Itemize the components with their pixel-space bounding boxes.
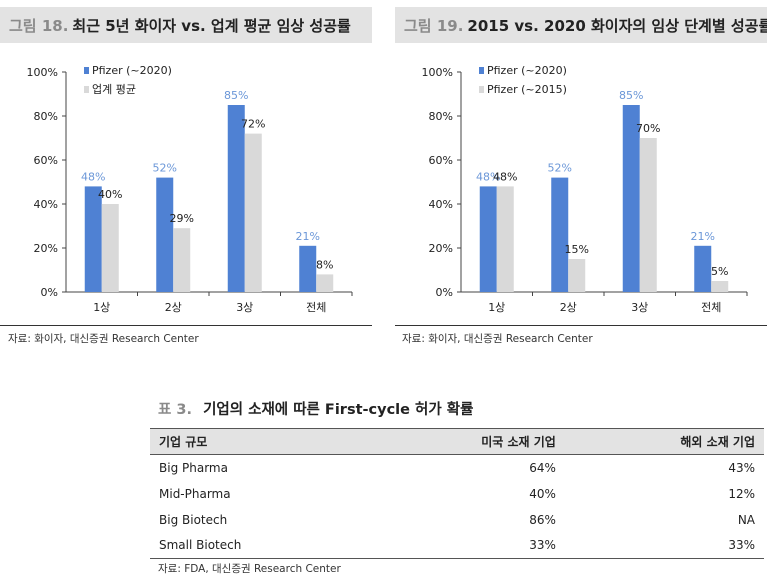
table-header-row: 기업 규모 미국 소재 기업 해외 소재 기업 (150, 428, 764, 455)
data-label: 21% (691, 230, 715, 243)
cell-us: 86% (529, 512, 556, 527)
bar-secondary (316, 274, 334, 292)
header-us-company: 미국 소재 기업 (365, 428, 565, 455)
bar-primary (622, 105, 640, 292)
figure-18-title: 최근 5년 화이자 vs. 업계 평균 임상 성공률 (72, 16, 351, 35)
table-row: Mid-Pharma 40% 12% (150, 481, 764, 507)
cell-company-size: Mid-Pharma (159, 486, 231, 501)
data-label: 70% (636, 122, 660, 135)
cell-company-size: Big Pharma (159, 460, 228, 475)
data-label: 52% (548, 162, 572, 175)
data-label: 52% (153, 162, 177, 175)
legend-label: 업계 평균 (92, 83, 136, 96)
y-tick-label: 0% (41, 286, 58, 299)
y-tick-label: 100% (27, 66, 58, 79)
x-tick-label: 3상 (236, 301, 253, 314)
data-label: 48% (493, 170, 517, 183)
x-tick-label: 2상 (165, 301, 182, 314)
figure-19-title: 2015 vs. 2020 화이자의 임상 단계별 성공률 (467, 16, 767, 35)
y-tick-label: 0% (436, 286, 453, 299)
bar-primary (227, 105, 245, 292)
cell-us: 33% (365, 532, 565, 559)
table-3-title: 기업의 소재에 따른 First-cycle 허가 확률 (203, 402, 474, 418)
data-label: 21% (296, 230, 320, 243)
legend-swatch (479, 67, 484, 74)
table-row: Small Biotech 33% 33% (150, 532, 764, 559)
figure-19-divider (395, 325, 767, 326)
x-tick-label: 1상 (93, 301, 110, 314)
table-3-header: 표 3. 기업의 소재에 따른 First-cycle 허가 확률 (158, 398, 473, 419)
x-tick-label: 전체 (701, 301, 721, 314)
figure-18-header: 그림 18. 최근 5년 화이자 vs. 업계 평균 임상 성공률 (0, 7, 372, 43)
figure-19-source: 자료: 화이자, 대신증권 Research Center (402, 333, 593, 345)
cell-company-size: Small Biotech (150, 532, 366, 559)
bar-secondary (711, 281, 729, 292)
bar-primary (551, 177, 569, 292)
figure-19-chart: 0% 20% 40% 60% 80% 100% 48%48% 1상 52% 15% 2상 85% 70%… (422, 64, 748, 314)
bar-primary (156, 177, 174, 292)
data-label: 48% (81, 170, 105, 183)
figure-18-number: 그림 18. (9, 16, 69, 35)
figure-18-source: 자료: 화이자, 대신증권 Research Center (8, 333, 199, 345)
cell-us: 40% (529, 486, 556, 501)
cell-foreign: 33% (564, 532, 764, 559)
bar-secondary (639, 138, 657, 292)
bar-secondary (173, 228, 191, 292)
legend-swatch (479, 86, 484, 93)
bar-secondary (568, 259, 586, 292)
x-tick-label: 2상 (560, 301, 577, 314)
legend-label: Pfizer (~2015) (487, 83, 567, 96)
figure-18-divider (0, 325, 372, 326)
table-3-source: 자료: FDA, 대신증권 Research Center (158, 563, 341, 575)
legend-label: Pfizer (~2020) (92, 64, 172, 77)
x-tick-label: 3상 (631, 301, 648, 314)
table-row: Big Biotech 86% NA (150, 507, 764, 533)
bar-primary (84, 186, 102, 292)
data-label: 48% (476, 170, 500, 183)
bar-primary (299, 245, 317, 292)
y-tick-label: 40% (34, 198, 58, 211)
x-tick-label: 전체 (306, 301, 326, 314)
cell-foreign: NA (737, 512, 755, 527)
y-tick-label: 20% (429, 242, 453, 255)
table-3-number: 표 3. (158, 402, 192, 418)
data-label: 8% (316, 258, 333, 271)
y-tick-label: 20% (34, 242, 58, 255)
y-tick-label: 60% (34, 154, 58, 167)
y-tick-label: 80% (34, 110, 58, 123)
bar-secondary (496, 186, 514, 292)
cell-us: 64% (529, 460, 556, 475)
data-label: 15% (565, 243, 589, 256)
data-label: 5% (711, 265, 728, 278)
bar-secondary (244, 133, 262, 292)
figure-19-number: 그림 19. (404, 16, 464, 35)
data-label: 85% (224, 89, 248, 102)
cell-company-size: Big Biotech (159, 512, 228, 527)
data-label: 29% (170, 212, 194, 225)
figure-18-chart: 0% 20% 40% 60% 80% 100% 48% 40% 1상 52% 29% 2상 85% 72%… (27, 64, 353, 314)
bar-secondary (101, 204, 119, 292)
y-tick-label: 100% (422, 66, 453, 79)
legend-swatch (84, 86, 89, 93)
data-label: 85% (619, 89, 643, 102)
figure-19-header: 그림 19. 2015 vs. 2020 화이자의 임상 단계별 성공률 (395, 7, 767, 43)
y-tick-label: 40% (429, 198, 453, 211)
legend-swatch (84, 67, 89, 74)
cell-foreign: 43% (728, 460, 755, 475)
data-label: 72% (241, 118, 265, 131)
success-rate-table: 기업 규모 미국 소재 기업 해외 소재 기업 Big Pharma 64% 4… (150, 428, 764, 559)
bar-primary (479, 186, 497, 292)
y-tick-label: 60% (429, 154, 453, 167)
bar-primary (694, 245, 712, 292)
header-foreign-company: 해외 소재 기업 (564, 428, 764, 455)
y-tick-label: 80% (429, 110, 453, 123)
cell-foreign: 12% (728, 486, 755, 501)
data-label: 40% (98, 188, 122, 201)
legend-label: Pfizer (~2020) (487, 64, 567, 77)
table-row: Big Pharma 64% 43% (150, 455, 764, 481)
header-company-size: 기업 규모 (150, 428, 366, 455)
x-tick-label: 1상 (488, 301, 505, 314)
